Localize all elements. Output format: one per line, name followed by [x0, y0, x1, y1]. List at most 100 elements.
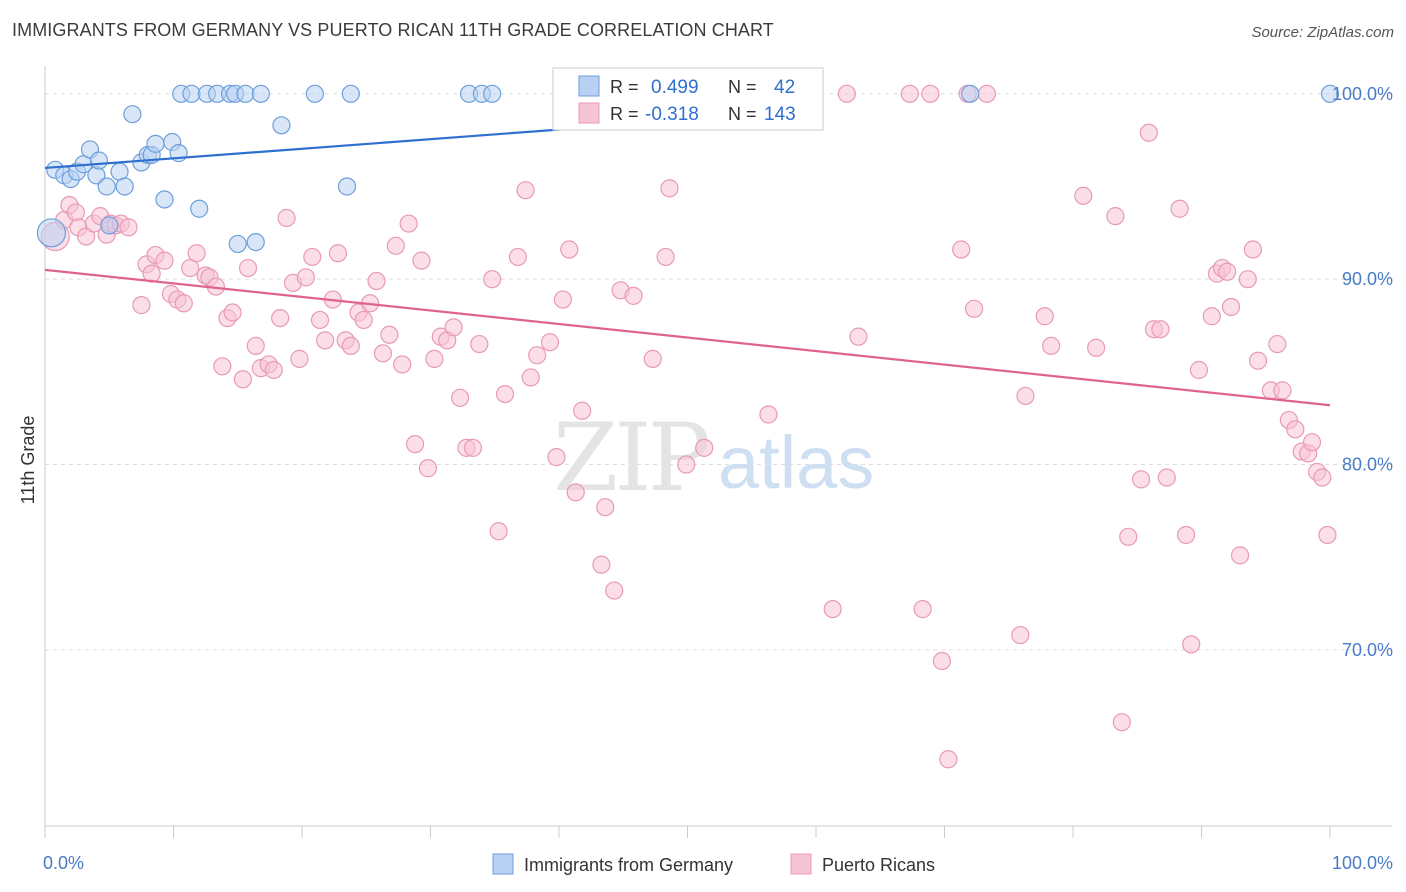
puerto-ricans-point	[246, 336, 265, 356]
puerto-ricans-point	[1302, 433, 1322, 452]
germany-point	[190, 199, 209, 218]
germany-point	[155, 190, 174, 209]
puerto-ricans-point	[354, 310, 373, 330]
germany-point	[272, 116, 291, 135]
puerto-ricans-point	[952, 240, 971, 259]
legend-r-value-germany: 0.499	[651, 77, 699, 98]
series-swatch-germany	[492, 853, 514, 875]
puerto-ricans-point	[290, 349, 309, 368]
germany-point	[341, 84, 360, 103]
trend-lines	[44, 111, 1331, 407]
legend-r-label-puerto-ricans: R =	[610, 104, 639, 124]
watermark-atlas: atlas	[718, 421, 874, 504]
y-tick-label: 90.0%	[1342, 269, 1393, 289]
puerto-ricans-point	[380, 325, 399, 344]
legend-n-value-puerto-ricans: 143	[764, 104, 796, 125]
puerto-ricans-point	[1318, 525, 1337, 545]
puerto-ricans-point	[759, 405, 778, 424]
puerto-ricans-point	[277, 208, 296, 228]
puerto-ricans-point	[1248, 351, 1268, 370]
puerto-ricans-point	[528, 346, 547, 365]
germany-point	[89, 151, 109, 170]
germany-point	[251, 84, 270, 103]
puerto-ricans-point	[643, 349, 662, 368]
puerto-ricans-point	[932, 651, 952, 671]
y-tick-label: 70.0%	[1342, 640, 1393, 660]
puerto-ricans-point	[1106, 207, 1125, 226]
puerto-ricans-point	[1202, 307, 1221, 326]
germany-point	[115, 177, 134, 196]
germany-point	[97, 177, 116, 196]
puerto-ricans-point	[328, 244, 348, 263]
puerto-ricans-point	[1151, 320, 1170, 339]
puerto-ricans-point	[386, 236, 405, 255]
puerto-ricans-point	[1268, 334, 1287, 354]
legend-n-label-puerto-ricans: N =	[728, 104, 757, 124]
puerto-ricans-point	[624, 286, 643, 305]
series-legend: Immigrants from Germany Puerto Ricans	[492, 853, 935, 875]
puerto-ricans-point	[508, 247, 527, 267]
puerto-ricans-point	[1238, 270, 1257, 289]
puerto-ricans-point	[540, 333, 560, 352]
series-swatch-puerto-ricans	[790, 853, 812, 875]
germany-point	[36, 218, 67, 248]
puerto-ricans-point	[516, 181, 535, 200]
puerto-ricans-point	[837, 84, 856, 103]
germany-point	[182, 84, 201, 103]
puerto-ricans-point	[964, 299, 984, 318]
y-tick-label: 80.0%	[1342, 455, 1393, 475]
puerto-ricans-point	[450, 388, 470, 407]
puerto-ricans-point	[1042, 336, 1061, 356]
puerto-ricans-trend-line	[44, 268, 1331, 407]
x-tick-label-max: 100.0%	[1332, 853, 1393, 873]
germany-points	[36, 84, 1340, 254]
germany-point	[236, 84, 255, 103]
puerto-ricans-point	[495, 384, 515, 404]
legend-n-label-germany: N =	[728, 77, 757, 97]
puerto-ricans-point	[316, 331, 335, 350]
germany-point	[961, 84, 980, 103]
puerto-ricans-point	[605, 581, 624, 600]
puerto-ricans-point	[213, 357, 232, 376]
puerto-ricans-point	[900, 84, 919, 103]
puerto-ricans-point	[233, 370, 252, 389]
source-label: Source: ZipAtlas.com	[1251, 24, 1394, 41]
puerto-ricans-point	[849, 327, 868, 346]
series-name-puerto-ricans: Puerto Ricans	[822, 855, 935, 875]
x-tick-label-min: 0.0%	[43, 853, 84, 873]
puerto-ricans-point	[695, 438, 714, 457]
puerto-ricans-point	[1230, 546, 1250, 565]
legend-n-value-germany: 42	[774, 77, 795, 98]
puerto-ricans-point	[939, 750, 958, 769]
axes	[44, 66, 1392, 838]
legend-r-value-puerto-ricans: -0.318	[645, 104, 699, 125]
puerto-ricans-point	[470, 334, 489, 354]
puerto-ricans-point	[66, 203, 85, 222]
puerto-ricans-point	[1112, 713, 1131, 732]
puerto-ricans-point	[921, 84, 940, 103]
correlation-legend: R = 0.499 N = 42 R = -0.318 N = 143	[552, 67, 824, 131]
puerto-ricans-point	[1119, 527, 1138, 546]
puerto-ricans-point	[977, 84, 997, 103]
puerto-ricans-point	[596, 498, 615, 517]
puerto-ricans-point	[547, 448, 566, 467]
puerto-ricans-point	[1074, 186, 1093, 205]
puerto-ricans-point	[264, 360, 283, 380]
puerto-ricans-point	[573, 401, 592, 420]
puerto-ricans-point	[823, 600, 842, 619]
puerto-ricans-point	[271, 308, 290, 328]
germany-point	[1320, 84, 1340, 103]
puerto-ricans-point	[405, 435, 425, 454]
puerto-ricans-point	[1011, 625, 1030, 645]
germany-point	[100, 216, 119, 235]
puerto-ricans-point	[399, 214, 418, 233]
puerto-ricans-point	[489, 522, 508, 541]
germany-point	[483, 84, 502, 103]
puerto-ricans-point	[1189, 360, 1209, 380]
germany-point	[146, 134, 165, 153]
puerto-ricans-point	[656, 247, 675, 267]
legend-swatch-germany	[578, 75, 600, 97]
germany-point	[123, 105, 142, 124]
puerto-ricans-point	[296, 268, 315, 287]
